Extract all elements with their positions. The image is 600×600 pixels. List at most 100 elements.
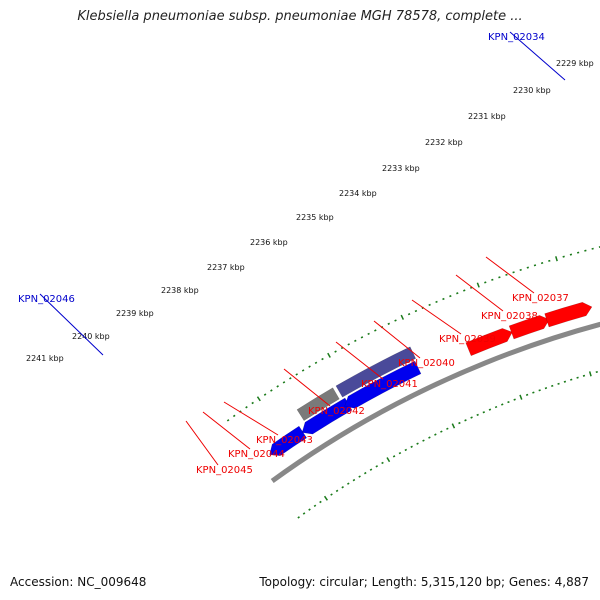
gene-label[interactable]: KPN_02042 xyxy=(308,406,365,417)
forward-cds-block xyxy=(508,315,550,340)
tick-mark xyxy=(251,401,254,405)
tick-mark xyxy=(276,385,279,388)
tick-mark xyxy=(394,319,397,322)
tick-mark xyxy=(507,400,510,404)
gene-label[interactable]: KPN_02039 xyxy=(439,334,496,345)
blast-hit-block xyxy=(335,346,417,398)
tick-mark xyxy=(512,271,515,274)
tick-mark xyxy=(532,391,535,394)
gene-label[interactable]: KPN_02043 xyxy=(256,435,313,446)
gene-label[interactable]: KPN_02037 xyxy=(512,293,569,304)
tick-mark xyxy=(400,314,405,320)
reverse-cds-block xyxy=(344,360,422,409)
tick-label: 2229 kbp xyxy=(556,59,594,68)
tick-mark xyxy=(226,419,230,422)
gene-label[interactable]: KPN_02040 xyxy=(398,358,455,369)
tick-mark xyxy=(428,303,431,307)
tick-label: 2233 kbp xyxy=(382,164,420,173)
tick-mark xyxy=(387,322,391,325)
tick-mark xyxy=(544,387,548,390)
gene-label[interactable]: KPN_02044 xyxy=(228,449,285,460)
tick-ring-inner xyxy=(297,370,598,519)
gene-leader-line xyxy=(335,341,384,380)
tick-mark xyxy=(270,389,273,392)
tick-mark xyxy=(323,495,328,501)
tick-mark xyxy=(557,382,560,385)
tick-mark xyxy=(456,292,459,295)
gene-label[interactable]: KPN_02046 xyxy=(18,294,75,305)
gene-leader-line xyxy=(39,293,104,356)
tick-mark xyxy=(352,478,356,482)
tick-label: 2241 kbp xyxy=(26,354,64,363)
tick-mark xyxy=(289,377,292,380)
tick-mark xyxy=(374,329,377,332)
tick-mark xyxy=(458,421,461,425)
tick-mark xyxy=(446,427,449,430)
tick-mark xyxy=(381,461,384,465)
tick-mark xyxy=(407,312,411,316)
tick-mark xyxy=(245,406,248,409)
tick-mark xyxy=(386,457,391,463)
tick-mark xyxy=(354,339,357,343)
tick-mark xyxy=(470,416,473,419)
tick-mark xyxy=(364,471,367,475)
gene-label[interactable]: KPN_02038 xyxy=(481,311,538,322)
tick-mark xyxy=(308,508,311,511)
tick-mark xyxy=(491,278,494,281)
gene-label[interactable]: KPN_02034 xyxy=(488,32,545,43)
tick-mark xyxy=(451,423,456,429)
map-title: Klebsiella pneumoniae subsp. pneumoniae … xyxy=(77,9,523,24)
gene-leader-line xyxy=(373,320,421,359)
tick-mark xyxy=(442,297,445,301)
tick-label: 2235 kbp xyxy=(296,213,334,222)
tick-mark xyxy=(494,405,498,409)
tick-mark xyxy=(410,445,413,448)
backbone-arc xyxy=(270,321,600,484)
tick-mark xyxy=(555,256,558,262)
tick-mark xyxy=(313,504,317,508)
tick-mark xyxy=(551,384,554,388)
tick-mark xyxy=(297,516,300,519)
gene-leader-line xyxy=(223,401,279,436)
tick-mark xyxy=(416,442,419,445)
tick-mark xyxy=(335,489,339,493)
gene-label[interactable]: KPN_02045 xyxy=(196,465,253,476)
tick-mark xyxy=(301,369,305,372)
tick-mark xyxy=(484,281,487,284)
genome-summary-text: Topology: circular; Length: 5,315,120 bp… xyxy=(259,575,589,589)
gene-label[interactable]: KPN_02041 xyxy=(361,379,418,390)
tick-mark xyxy=(588,371,592,377)
tick-mark xyxy=(308,365,311,368)
gene-leader-line xyxy=(202,411,251,450)
tick-label: 2237 kbp xyxy=(207,263,245,272)
tick-mark xyxy=(367,332,370,336)
reverse-cds-block xyxy=(301,397,353,435)
gene-label-layer: 2229 kbp 2230 kbp 2231 kbp 2232 kbp 2233 kbp… xyxy=(18,31,594,476)
tick-mark xyxy=(314,361,318,364)
tick-mark xyxy=(482,411,486,414)
tick-mark xyxy=(525,393,529,396)
gene-leader-line xyxy=(485,256,535,294)
tick-mark xyxy=(358,475,361,478)
tick-ring-outer xyxy=(226,246,600,422)
tick-label: 2231 kbp xyxy=(468,112,506,121)
tick-mark xyxy=(347,482,350,485)
tick-mark xyxy=(488,408,492,411)
gene-leader-line xyxy=(185,420,219,466)
tick-mark xyxy=(434,433,437,436)
feature-layer xyxy=(269,302,593,456)
tick-mark xyxy=(476,282,480,288)
forward-cds-block xyxy=(465,328,513,357)
tick-mark xyxy=(341,486,344,489)
tick-label: 2238 kbp xyxy=(161,286,199,295)
tick-mark xyxy=(449,294,452,298)
tick-mark xyxy=(256,396,261,402)
tick-label: 2234 kbp xyxy=(339,189,377,198)
gene-leader-line xyxy=(509,31,566,81)
tick-mark xyxy=(513,398,516,401)
tick-mark xyxy=(334,350,337,353)
forward-cds-block xyxy=(544,302,593,328)
tick-mark xyxy=(282,381,286,384)
tick-mark xyxy=(498,276,501,279)
